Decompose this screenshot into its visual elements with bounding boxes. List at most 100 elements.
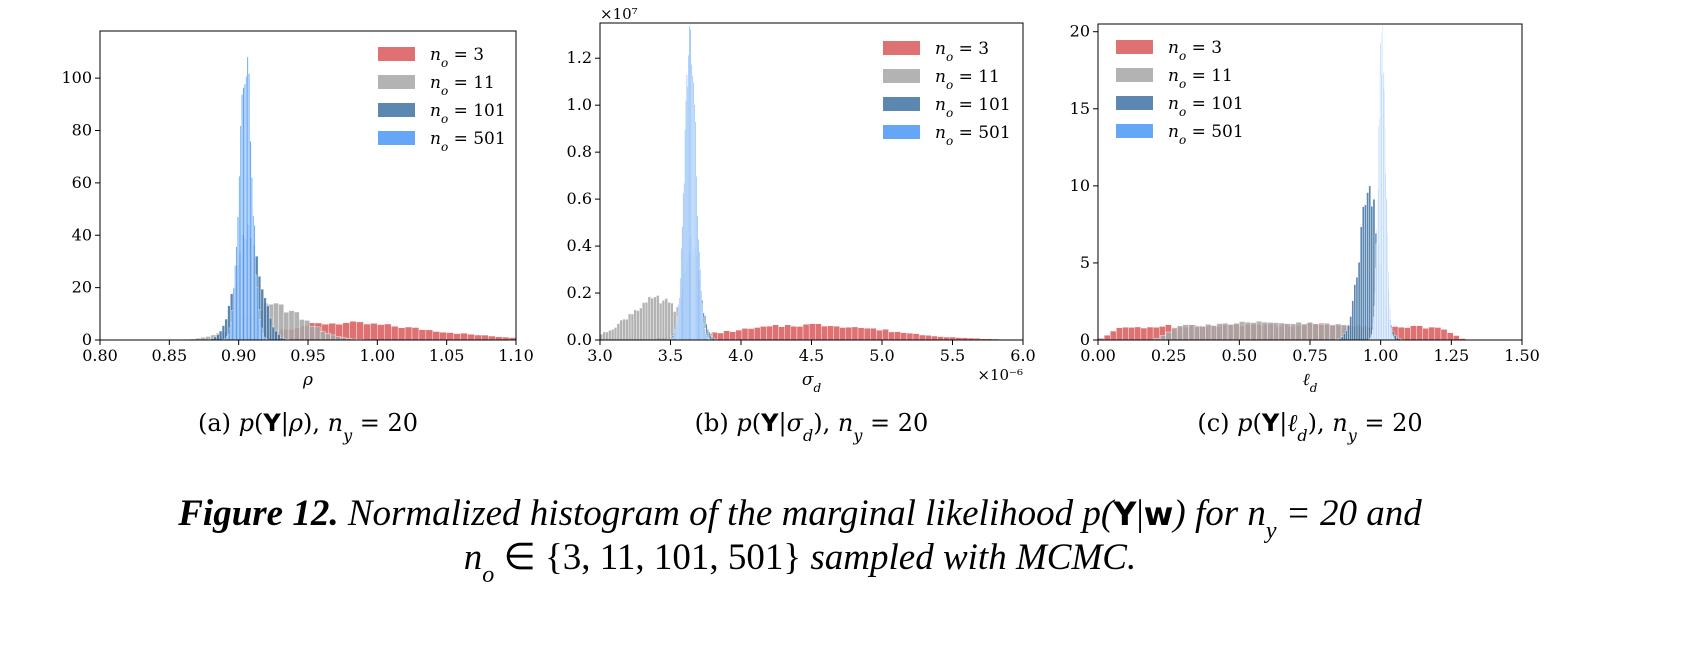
- y-tick-label: 0.8: [567, 142, 592, 161]
- hist-bar: [255, 274, 257, 341]
- hist-bar: [747, 328, 755, 341]
- hist-bar: [1301, 323, 1308, 341]
- hist-bar: [1290, 323, 1297, 341]
- hist-bar: [1256, 320, 1263, 341]
- hist-bar: [274, 330, 278, 341]
- hist-bar: [335, 336, 342, 341]
- hist-bar: [1193, 326, 1200, 341]
- hist-bar: [257, 309, 260, 341]
- series-rho-3: [217, 56, 281, 341]
- hist-bar: [277, 334, 281, 341]
- hist-bar: [245, 76, 248, 341]
- hist-bar: [1146, 326, 1154, 341]
- hist-bar: [1176, 325, 1183, 341]
- x-tick-label: 1.00: [360, 346, 396, 365]
- hist-bar: [1244, 321, 1251, 341]
- legend-label: no = 101: [1168, 94, 1244, 119]
- subcaption: (a) p(Y|ρ), ny = 20: [198, 409, 418, 445]
- hist-bar: [790, 326, 798, 341]
- x-tick-label: 0.00: [1080, 346, 1116, 365]
- hist-bar: [857, 327, 865, 341]
- y-tick-label: 15: [1070, 99, 1090, 118]
- hist-bar: [237, 216, 239, 341]
- hist-bar: [1410, 325, 1417, 341]
- hist-bar: [766, 325, 773, 341]
- hist-bar: [256, 287, 259, 341]
- hist-bar: [876, 329, 883, 341]
- hist-bar: [1261, 321, 1268, 341]
- hist-bar: [633, 309, 637, 341]
- x-tick-label: 0.80: [82, 346, 118, 365]
- legend-label: no = 11: [430, 73, 495, 98]
- hist-bar: [912, 333, 920, 341]
- hist-bar: [342, 322, 350, 341]
- hist-bar: [1284, 323, 1291, 341]
- y-tick-label: 0.2: [567, 283, 592, 302]
- hist-bar: [481, 334, 489, 341]
- hist-bar: [391, 326, 399, 341]
- hist-bar: [1239, 321, 1246, 341]
- x-tick-label: 1.00: [1363, 346, 1399, 365]
- hist-bar: [319, 331, 326, 341]
- hist-bar: [628, 313, 632, 341]
- hist-bar: [717, 332, 724, 341]
- hist-bar: [293, 311, 300, 341]
- hist-bar: [802, 324, 810, 341]
- legend-swatch: [1116, 124, 1153, 138]
- hist-bar: [642, 302, 646, 341]
- hist-bar: [1110, 330, 1117, 341]
- hist-bar: [460, 332, 468, 341]
- hist-bar: [659, 302, 663, 341]
- panel-sigma: 3.0 3.5 4.0 4.5 5.0 5.5 6.0 0.0 0.2 0.4 0.6 0.8 1.0 1…: [567, 5, 1036, 445]
- hist-bar: [488, 335, 496, 341]
- hist-bar: [1216, 323, 1223, 341]
- hist-bar: [235, 246, 238, 341]
- x-tick-label: 3.5: [658, 346, 683, 365]
- axes-frame: [1097, 23, 1523, 341]
- y-tick-label: 0: [82, 330, 92, 349]
- hist-bar: [1222, 323, 1229, 341]
- x-axis-label: ρ: [302, 370, 313, 390]
- hist-bar: [808, 323, 816, 341]
- hist-bar: [827, 325, 834, 341]
- hist-bar: [870, 328, 877, 341]
- hist-bar: [821, 325, 828, 341]
- hist-bar: [900, 332, 908, 341]
- hist-bar: [851, 326, 859, 341]
- hist-bar: [784, 324, 792, 341]
- hist-bar: [653, 296, 657, 341]
- hist-bar: [1335, 323, 1342, 341]
- hist-bar: [1171, 328, 1178, 341]
- hist-bar: [1397, 326, 1405, 341]
- x-tick-label: 1.10: [498, 346, 534, 365]
- legend-label: no = 101: [430, 101, 506, 126]
- hist-bar: [1353, 284, 1357, 341]
- hist-bar: [453, 333, 461, 341]
- x-tick-label: 0.75: [1292, 346, 1328, 365]
- y-tick-label: 0: [1080, 330, 1090, 349]
- y-tick-label: 60: [72, 173, 92, 192]
- series-sigma-3: [670, 25, 713, 341]
- hist-bar: [1116, 327, 1123, 341]
- hist-bar: [772, 324, 779, 341]
- hist-bar: [304, 320, 310, 341]
- hist-bar: [1128, 327, 1135, 341]
- hist-bar: [1349, 316, 1352, 341]
- panel-ell: 0.00 0.25 0.50 0.75 1.00 1.25 1.50 0 5 10 15 20 ℓd no…: [1070, 22, 1540, 445]
- hist-bar: [268, 317, 273, 341]
- hist-bar: [349, 321, 357, 341]
- legend-swatch: [1116, 68, 1153, 82]
- hist-bar: [1152, 327, 1160, 341]
- hist-bar: [639, 307, 643, 341]
- hist-bar: [839, 327, 847, 341]
- hist-bar: [238, 175, 241, 341]
- hist-bar: [605, 331, 609, 341]
- hist-bar: [894, 331, 902, 341]
- x-tick-label: 1.05: [429, 346, 465, 365]
- subcaption: (c) p(Y|ℓd), ny = 20: [1197, 409, 1422, 445]
- y-tick-label: 20: [1070, 22, 1090, 41]
- legend-swatch: [1116, 40, 1153, 54]
- hist-bar: [636, 310, 640, 341]
- hist-bar: [925, 335, 932, 341]
